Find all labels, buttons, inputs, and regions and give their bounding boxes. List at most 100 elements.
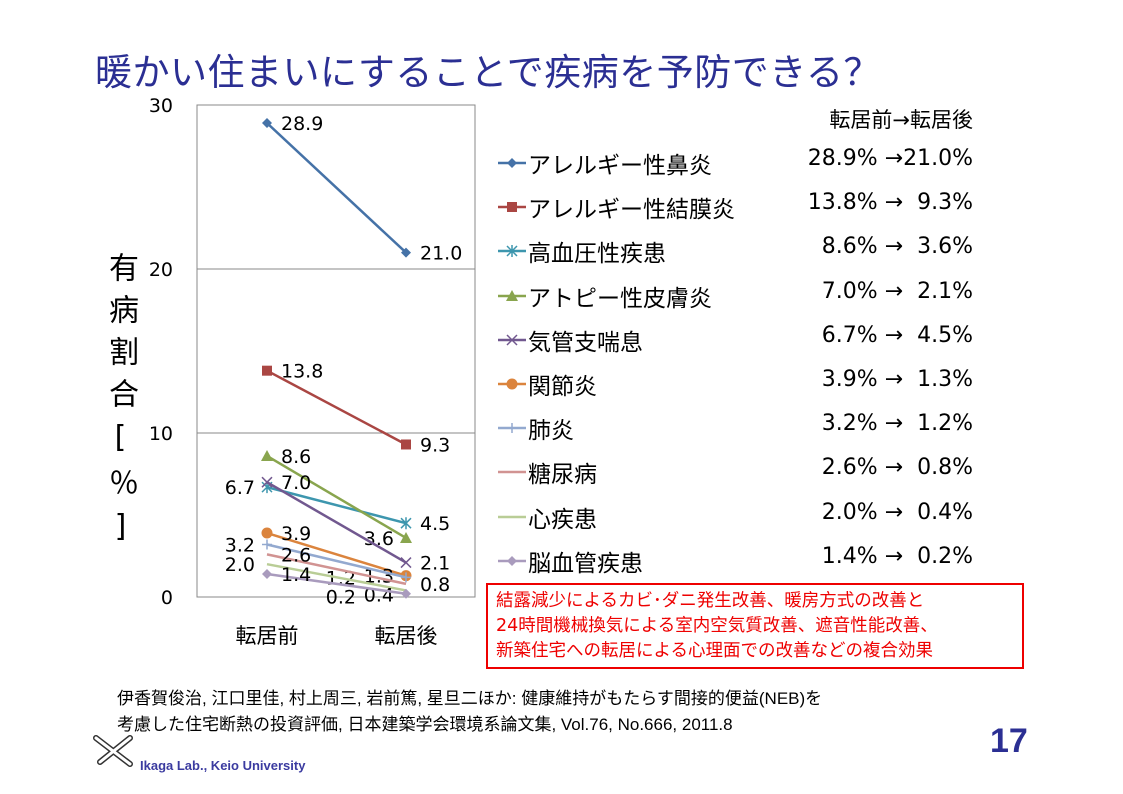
legend-swatch-icon <box>498 515 526 518</box>
legend-swatch-icon <box>498 471 526 474</box>
data-point-marker <box>401 572 411 583</box>
legend-item: 関節炎 3.9% → 1.3% <box>498 363 978 403</box>
y-tick-label: 0 <box>161 587 173 609</box>
reference-line: 伊香賀俊治, 江口里佳, 村上周三, 岩前篤, 星旦二ほか: 健康維持がもたらす… <box>117 689 823 708</box>
legend-item: 心疾患 2.0% → 0.4% <box>498 496 978 536</box>
note-line: 新築住宅への転居による心理面での改善などの複合効果 <box>496 641 933 661</box>
legend-item: アレルギー性鼻炎 28.9% →21.0% <box>498 142 978 182</box>
note-line: 24時間機械換気による室内空気質改善、遮音性能改善、 <box>496 616 938 636</box>
data-label: 3.9 <box>281 523 311 545</box>
legend-value: 3.9% → 1.3% <box>821 367 973 392</box>
data-point-marker <box>400 517 412 530</box>
legend-item: 肺炎 3.2% → 1.2% <box>498 407 978 447</box>
legend-value: 3.2% → 1.2% <box>821 411 973 437</box>
data-point-marker <box>400 531 412 543</box>
data-point-marker <box>261 449 273 461</box>
lab-logo-icon <box>93 735 133 767</box>
legend-label: 高血圧性疾患 <box>528 241 666 268</box>
legend-value: 2.6% → 0.8% <box>821 455 973 481</box>
data-label: 2.0 <box>225 554 255 576</box>
data-label: 21.0 <box>420 243 462 265</box>
data-label: 3.6 <box>364 528 394 550</box>
data-label: 0.8 <box>420 574 450 596</box>
y-tick-label: 20 <box>149 259 173 281</box>
legend-label: アレルギー性鼻炎 <box>528 153 712 179</box>
legend-value: 6.7% → 4.5% <box>821 322 973 348</box>
data-point-marker <box>262 365 272 376</box>
legend-label: 肺炎 <box>528 418 574 445</box>
series-4: 8.6 3.6 <box>261 446 412 550</box>
data-label: 7.0 <box>281 472 311 494</box>
data-label: 9.3 <box>420 434 450 456</box>
data-label: 1.4 <box>281 564 311 586</box>
data-point-marker <box>261 476 273 488</box>
legend-value: 7.0% → 2.1% <box>821 278 973 304</box>
legend-label: 糖尿病 <box>528 462 597 489</box>
legend-item: 高血圧性疾患 8.6% → 3.6% <box>498 230 978 270</box>
data-point-marker <box>262 569 272 580</box>
series-1: 28.9 21.0 <box>262 113 462 265</box>
legend-label: 心疾患 <box>528 506 597 533</box>
data-point-marker <box>401 247 411 258</box>
series-line <box>266 531 407 577</box>
reference-line: 考慮した住宅断熱の投資評価, 日本建築学会環境系論文集, Vol.76, No.… <box>117 715 733 734</box>
data-point-marker <box>400 557 412 569</box>
data-label: 2.1 <box>420 553 450 575</box>
data-label: 3.2 <box>225 535 255 557</box>
legend-marker <box>507 555 517 566</box>
y-axis-label: 有病割合[％] <box>103 252 138 556</box>
data-point-marker <box>261 527 273 539</box>
x-tick-label: 転居後 <box>375 624 438 648</box>
series-6: 3.9 1.3 <box>261 523 412 588</box>
series-9: 2.00.4 <box>225 554 407 607</box>
legend-swatch-icon <box>498 378 526 390</box>
legend-swatch-icon <box>498 555 526 566</box>
legend-swatch-icon <box>498 334 526 346</box>
legend-label: アトピー性皮膚炎 <box>528 285 712 312</box>
series-3: 6.7 4.5 <box>225 477 450 535</box>
series-5: 7.0 2.1 <box>261 472 450 575</box>
legend-marker <box>507 423 517 434</box>
legend-item: 糖尿病 2.6% → 0.8% <box>498 451 978 491</box>
legend-swatch-icon <box>498 245 526 258</box>
legend-item: アトピー性皮膚炎 7.0% → 2.1% <box>498 275 978 315</box>
legend-label: 脳血管疾患 <box>528 550 643 577</box>
data-label: 1.3 <box>364 566 394 588</box>
legend-swatch-icon <box>498 202 526 213</box>
series-line <box>266 553 407 586</box>
slide-title: 暖かい住まいにすることで疾病を予防できる？ <box>95 51 882 94</box>
note-line: 結露減少によるカビ･ダニ発生改善、暖房方式の改善と <box>496 591 925 611</box>
page-number: 17 <box>990 722 1028 760</box>
data-label: 6.7 <box>225 477 255 499</box>
legend-marker <box>506 334 518 346</box>
data-point-marker <box>262 118 272 129</box>
legend-value: 1.4% → 0.2% <box>821 543 973 569</box>
legend-value: 2.0% → 0.4% <box>821 499 973 525</box>
legend-marker <box>506 245 518 258</box>
legend-label: アレルギー性結膜炎 <box>528 197 735 224</box>
series-line <box>266 543 407 579</box>
data-label: 0.2 <box>326 586 356 608</box>
x-tick-label: 転居前 <box>236 624 299 648</box>
series-line <box>266 572 407 595</box>
legend-label: 気管支喘息 <box>528 329 643 356</box>
legend-item: 脳血管疾患 1.4% → 0.2% <box>498 540 978 580</box>
data-point-marker <box>401 439 411 450</box>
legend-swatch-icon <box>498 289 526 301</box>
series-line <box>266 122 407 254</box>
series-line <box>266 369 407 446</box>
y-tick-label: 10 <box>149 423 173 445</box>
series-line <box>266 485 407 525</box>
legend-marker <box>507 158 517 168</box>
legend-item: アレルギー性結膜炎 13.8% → 9.3% <box>498 186 978 226</box>
series-line <box>266 481 407 564</box>
data-label: 8.6 <box>281 446 311 468</box>
legend-value: 28.9% →21.0% <box>807 146 973 171</box>
series-10: 1.4 0.2 <box>262 564 411 608</box>
legend-marker <box>506 289 518 301</box>
data-label: 28.9 <box>281 113 323 135</box>
data-label: 2.6 <box>281 544 311 566</box>
legend-header: 転居前→転居後 <box>829 108 973 132</box>
data-label: 13.8 <box>281 361 323 383</box>
